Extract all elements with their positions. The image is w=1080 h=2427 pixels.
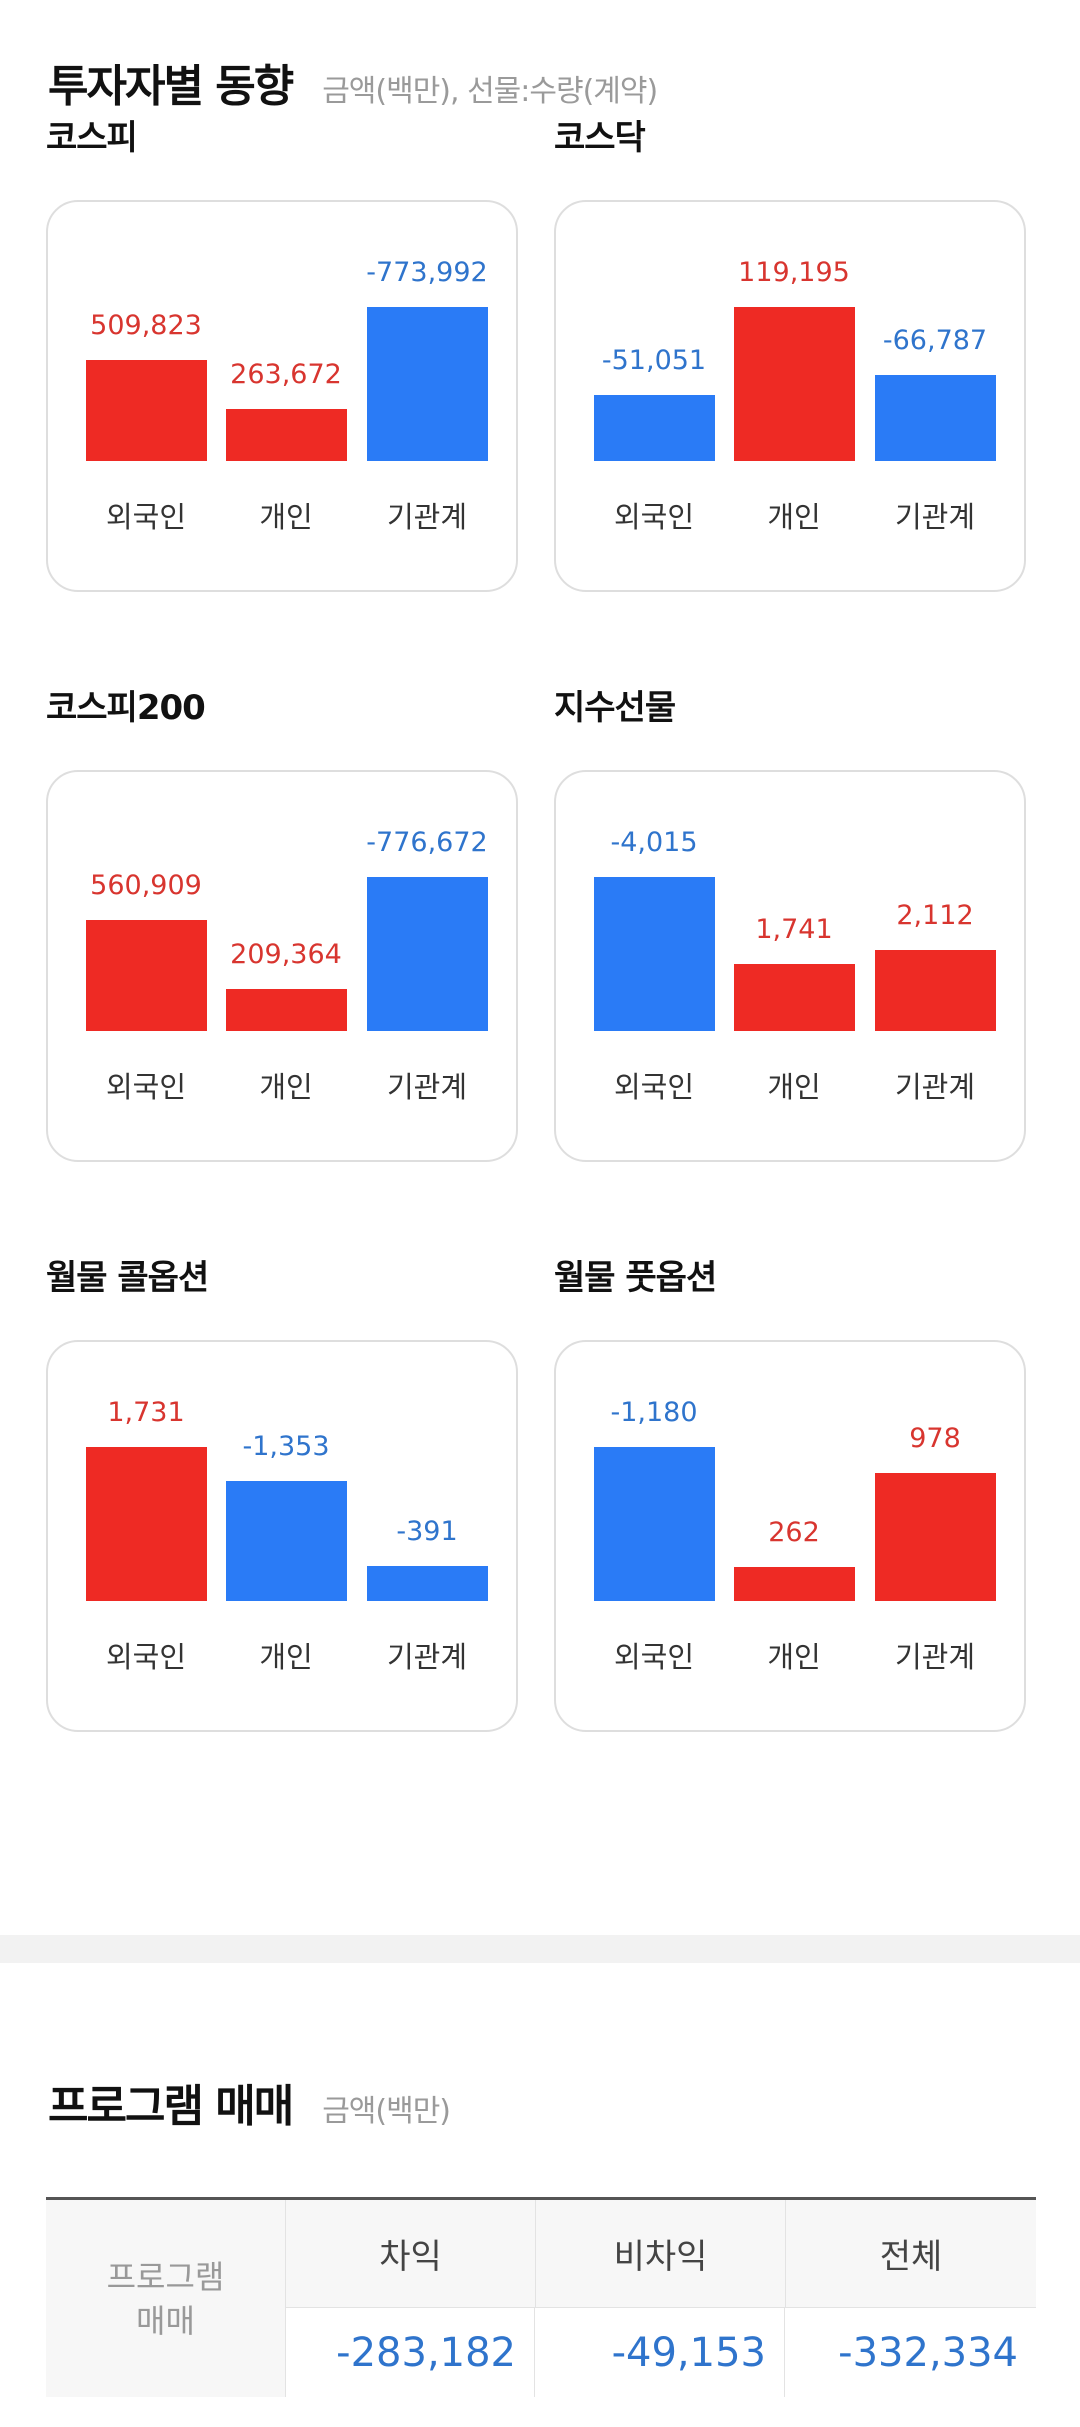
bar-category-label: 개인: [259, 1070, 313, 1104]
chart-bar: [594, 1447, 715, 1601]
program-section-subtitle: 금액(백만): [322, 2094, 451, 2129]
program-col-label: 차익: [379, 2237, 442, 2277]
bar-value-label: -4,015: [610, 827, 698, 858]
card-title: 지수선물: [554, 688, 676, 728]
chart-bar: [594, 877, 715, 1031]
bar-value-label: -391: [396, 1516, 458, 1547]
program-value: -332,334: [838, 2329, 1018, 2376]
program-value: -49,153: [611, 2329, 766, 2376]
card-title: 코스피200: [46, 688, 206, 728]
program-row-label: 프로그램 매매: [106, 2257, 225, 2340]
bar-value-label: 1,741: [755, 914, 833, 945]
chart-bar: [734, 964, 855, 1031]
bar-value-label: 263,672: [230, 359, 342, 390]
bar-value-label: 209,364: [230, 939, 342, 970]
bar-category-label: 외국인: [613, 1640, 695, 1674]
bar-value-label: 1,731: [107, 1397, 185, 1428]
bar-value-label: -773,992: [366, 257, 488, 288]
investor-chart-card[interactable]: 1,731 외국인 -1,353 개인 -391 기관계: [46, 1340, 518, 1732]
bar-category-label: 외국인: [105, 1640, 187, 1674]
chart-bar: [367, 1566, 488, 1601]
investor-chart-card[interactable]: -4,015 외국인 1,741 개인 2,112 기관계: [554, 770, 1026, 1162]
program-col-header: 차익: [286, 2200, 536, 2308]
program-value: -283,182: [336, 2329, 516, 2376]
card-title: 코스닥: [554, 118, 646, 158]
card-title: 월물 풋옵션: [554, 1258, 717, 1298]
bar-category-label: 외국인: [613, 500, 695, 534]
chart-bar: [86, 920, 207, 1031]
program-row-header: 프로그램 매매: [46, 2200, 286, 2397]
investor-section-header: 투자자별 동향 금액(백만), 선물:수량(계약): [48, 50, 658, 114]
bar-category-label: 기관계: [894, 1070, 976, 1104]
investor-chart-card[interactable]: 560,909 외국인 209,364 개인 -776,672 기관계: [46, 770, 518, 1162]
chart-bar: [367, 307, 488, 461]
investor-section-subtitle: 금액(백만), 선물:수량(계약): [322, 74, 658, 109]
program-value-cell: -49,153: [536, 2308, 785, 2397]
bar-category-label: 개인: [259, 500, 313, 534]
investor-chart-card[interactable]: -1,180 외국인 262 개인 978 기관계: [554, 1340, 1026, 1732]
bar-value-label: 2,112: [896, 900, 974, 931]
bar-category-label: 기관계: [894, 1640, 976, 1674]
program-trading-table: 프로그램 매매 차익 비차익 전체 -283,182 -49,153 -332,…: [46, 2197, 1036, 2397]
bar-category-label: 개인: [259, 1640, 313, 1674]
program-section-title: 프로그램 매매: [48, 2081, 294, 2132]
chart-bar: [367, 877, 488, 1031]
bar-value-label: 262: [768, 1517, 820, 1548]
chart-bar: [226, 409, 347, 461]
bar-value-label: 509,823: [90, 310, 202, 341]
bar-value-label: -51,051: [601, 345, 707, 376]
investor-section-title: 투자자별 동향: [48, 61, 294, 112]
bar-value-label: 978: [909, 1423, 961, 1454]
chart-bar: [86, 360, 207, 461]
bar-category-label: 외국인: [105, 1070, 187, 1104]
program-value-cell: -283,182: [286, 2308, 535, 2397]
card-title: 월물 콜옵션: [46, 1258, 209, 1298]
bar-category-label: 기관계: [894, 500, 976, 534]
program-col-header: 전체: [786, 2200, 1036, 2308]
bar-category-label: 개인: [767, 500, 821, 534]
bar-category-label: 외국인: [105, 500, 187, 534]
bar-value-label: -776,672: [366, 827, 488, 858]
chart-bar: [875, 950, 996, 1031]
investor-chart-card[interactable]: 509,823 외국인 263,672 개인 -773,992 기관계: [46, 200, 518, 592]
card-title: 코스피: [46, 118, 138, 158]
investor-chart-card[interactable]: -51,051 외국인 119,195 개인 -66,787 기관계: [554, 200, 1026, 592]
bar-category-label: 개인: [767, 1070, 821, 1104]
chart-bar: [226, 1481, 347, 1601]
program-value-cell: -332,334: [786, 2308, 1036, 2397]
chart-bar: [226, 989, 347, 1031]
section-divider: [0, 1935, 1080, 1963]
program-col-label: 전체: [879, 2237, 943, 2277]
bar-category-label: 외국인: [613, 1070, 695, 1104]
bar-category-label: 기관계: [386, 1070, 468, 1104]
bar-value-label: 119,195: [738, 257, 850, 288]
chart-bar: [594, 395, 715, 461]
bar-value-label: -1,353: [242, 1431, 330, 1462]
chart-bar: [875, 375, 996, 461]
bar-value-label: 560,909: [90, 870, 202, 901]
program-section-header: 프로그램 매매 금액(백만): [48, 2070, 451, 2134]
bar-value-label: -1,180: [610, 1397, 698, 1428]
bar-value-label: -66,787: [882, 325, 988, 356]
program-col-label: 비차익: [613, 2237, 708, 2277]
chart-bar: [875, 1473, 996, 1601]
chart-bar: [734, 1567, 855, 1601]
chart-bar: [734, 307, 855, 461]
chart-bar: [86, 1447, 207, 1601]
bar-category-label: 기관계: [386, 500, 468, 534]
program-col-header: 비차익: [536, 2200, 786, 2308]
bar-category-label: 기관계: [386, 1640, 468, 1674]
bar-category-label: 개인: [767, 1640, 821, 1674]
